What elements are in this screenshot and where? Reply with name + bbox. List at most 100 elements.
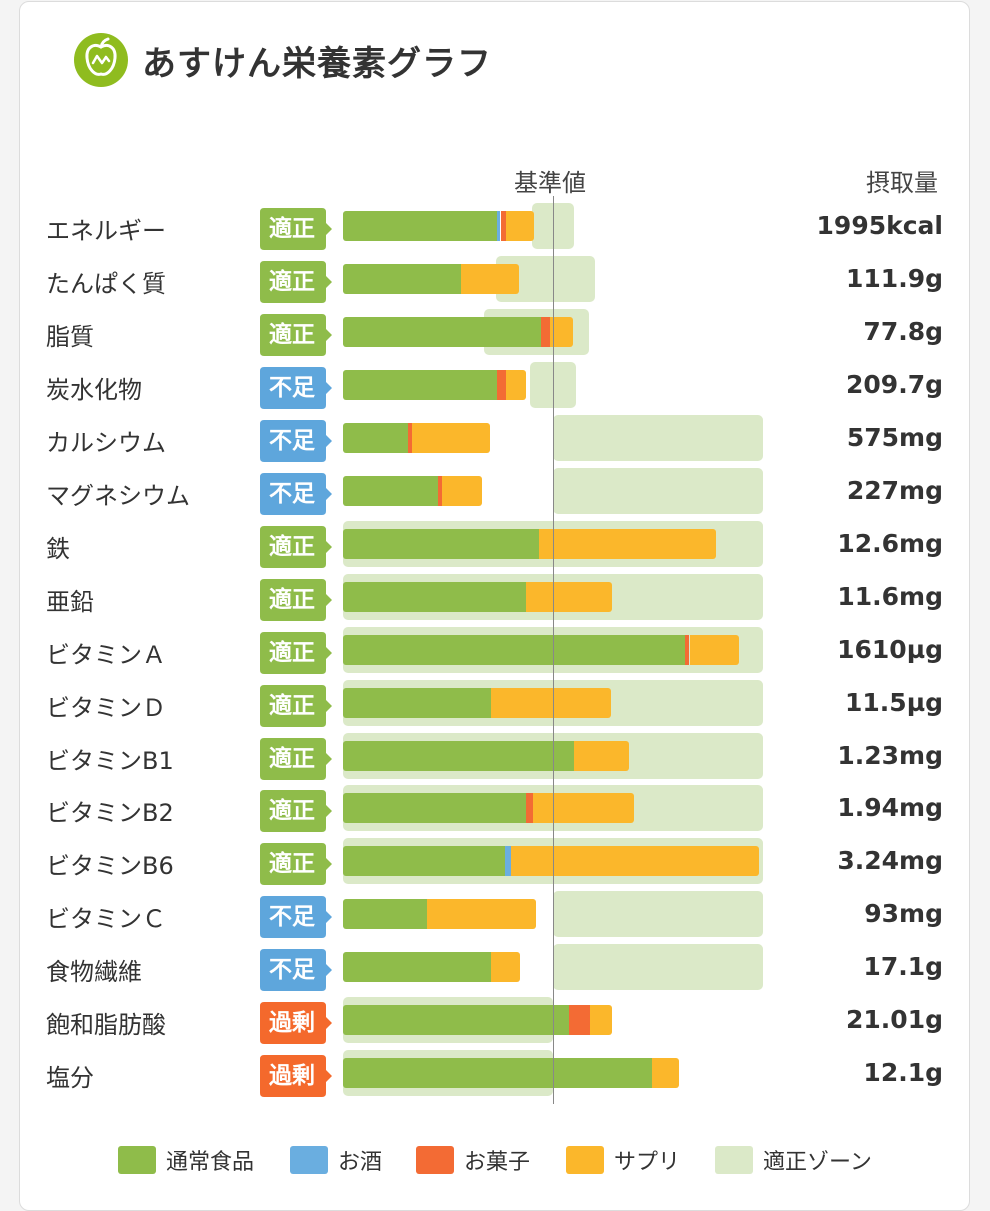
reference-line (553, 196, 554, 1104)
status-badge: 適正 (260, 684, 332, 727)
status-badge: 適正 (260, 260, 332, 303)
nutrient-name: 塩分 (46, 1064, 94, 1093)
bar-segment-3 (491, 952, 521, 983)
nutrient-row: ビタミンＤ 適正 11.5µg (0, 679, 990, 733)
bar-segment-2 (525, 793, 534, 824)
legend-swatch (715, 1146, 753, 1174)
nutrient-row: たんぱく質 適正 111.9g (0, 255, 990, 309)
status-badge-label: 適正 (269, 533, 315, 560)
nutrient-name: 炭水化物 (46, 375, 142, 404)
legend-item: お酒 (290, 1144, 382, 1176)
nutrient-name: 飽和脂肪酸 (46, 1011, 166, 1040)
bar-segment-0 (343, 528, 540, 559)
legend-swatch (118, 1146, 156, 1174)
bar-segment-2 (437, 475, 442, 506)
legend-label: お酒 (338, 1150, 383, 1175)
reference-label: 基準値 (514, 169, 586, 197)
intake-amount: 1610µg (837, 634, 943, 664)
nutrient-name: 鉄 (46, 534, 70, 563)
nutrient-row: カルシウム 不足 575mg (0, 414, 990, 468)
bar-segment-0 (343, 263, 461, 294)
nutrient-name: たんぱく質 (46, 269, 166, 298)
bar-segment-2 (541, 316, 550, 347)
status-badge-label: 不足 (269, 904, 315, 931)
bar-segment-3 (689, 634, 739, 665)
bar-segment-0 (343, 793, 526, 824)
legend-label: お菓子 (464, 1150, 531, 1175)
bar-segment-3 (427, 899, 537, 930)
optimal-zone (553, 467, 763, 514)
nutrient-name: カルシウム (46, 428, 166, 457)
legend-item: 適正ゾーン (715, 1144, 872, 1176)
status-badge: 適正 (260, 631, 332, 674)
status-badge-label: 過剰 (269, 1010, 315, 1037)
status-badge: 適正 (260, 525, 332, 568)
status-badge: 不足 (260, 419, 332, 462)
legend-item: サプリ (566, 1144, 680, 1176)
bar-segment-0 (343, 952, 492, 983)
bar-segment-2 (685, 634, 690, 665)
status-badge-label: 適正 (269, 268, 315, 295)
legend: 通常食品 お酒 お菓子 サプリ 適正ゾーン (0, 1140, 990, 1176)
status-badge-label: 適正 (269, 745, 315, 772)
bar-segment-2 (408, 422, 413, 453)
optimal-zone (553, 891, 763, 938)
intake-amount: 1.23mg (837, 740, 943, 770)
bar-segment-3 (539, 528, 716, 559)
optimal-zone (553, 944, 763, 991)
intake-amount: 12.6mg (837, 528, 943, 558)
status-badge: 適正 (260, 313, 332, 356)
legend-swatch (566, 1146, 604, 1174)
nutrient-name: 脂質 (46, 322, 94, 351)
bar-segment-0 (343, 634, 686, 665)
intake-amount: 21.01g (846, 1005, 943, 1035)
status-badge-label: 不足 (269, 957, 315, 984)
bar-segment-0 (343, 1005, 569, 1036)
bar-segment-3 (460, 263, 520, 294)
legend-swatch (416, 1146, 454, 1174)
bar-segment-0 (343, 369, 498, 400)
status-badge-label: 適正 (269, 216, 315, 242)
bar-segment-2 (500, 211, 506, 241)
optimal-zone (529, 361, 577, 408)
bar-segment-3 (412, 422, 490, 453)
nutrient-name: マグネシウム (46, 481, 190, 510)
status-badge: 適正 (260, 737, 332, 780)
legend-label: 適正ゾーン (763, 1150, 872, 1175)
intake-amount: 93mg (864, 899, 943, 929)
nutrient-row: 食物繊維 不足 17.1g (0, 944, 990, 997)
nutrient-name: ビタミンＤ (46, 693, 166, 722)
intake-amount: 575mg (846, 422, 943, 452)
nutrient-row: 塩分 過剰 12.1g (0, 1050, 990, 1103)
nutrient-row: 炭水化物 不足 209.7g (0, 361, 990, 415)
status-badge: 適正 (260, 843, 332, 886)
status-badge-label: 適正 (269, 692, 315, 719)
intake-amount: 227mg (846, 475, 943, 505)
nutrient-name: 食物繊維 (46, 958, 142, 987)
nutrient-name: ビタミンＣ (46, 905, 166, 934)
bar-segment-3 (525, 581, 612, 612)
status-badge: 不足 (260, 472, 332, 515)
bar-segment-3 (574, 740, 629, 771)
nutrient-row: 飽和脂肪酸 過剰 21.01g (0, 997, 990, 1050)
bar-segment-0 (343, 899, 427, 930)
card-header: あすけん栄養素グラフ (74, 32, 492, 88)
legend-label: サプリ (614, 1150, 681, 1175)
bar-segment-1 (497, 211, 501, 241)
status-badge-label: 不足 (269, 427, 315, 454)
bar-segment-0 (343, 316, 542, 347)
bar-segment-3 (549, 316, 573, 347)
nutrient-row: ビタミンB1 適正 1.23mg (0, 732, 990, 786)
status-badge: 適正 (260, 790, 332, 833)
status-badge: 適正 (260, 208, 332, 250)
bar-segment-0 (343, 211, 498, 241)
intake-amount: 209.7g (846, 369, 943, 399)
intake-column-header: 摂取量 (866, 169, 938, 197)
intake-amount: 12.1g (863, 1058, 943, 1088)
bar-segment-3 (441, 475, 482, 506)
bar-segment-0 (343, 846, 505, 877)
status-badge: 過剰 (260, 1055, 332, 1098)
nutrient-row: 亜鉛 適正 11.6mg (0, 573, 990, 627)
page-title: あすけん栄養素グラフ (142, 43, 492, 84)
legend-item: 通常食品 (118, 1144, 254, 1176)
